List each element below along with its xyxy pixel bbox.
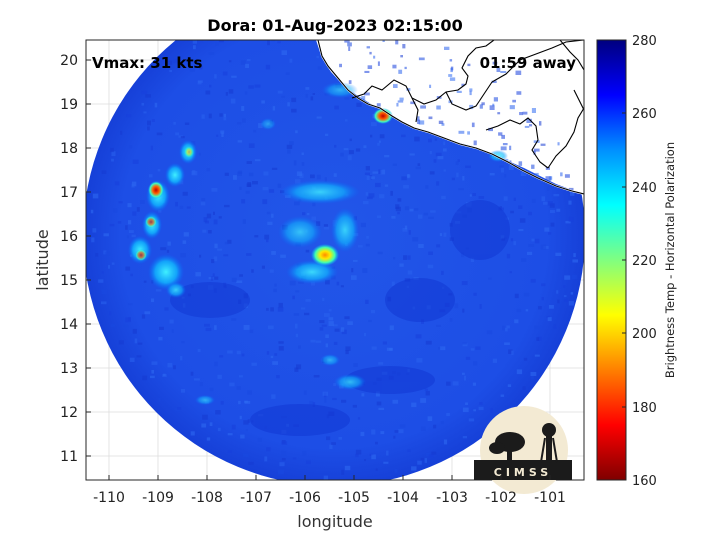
x-tick-label: -105: [338, 490, 370, 506]
x-tick-label: -108: [191, 490, 223, 506]
y-axis: 11 12 13 14 15 16 17 18 19 20 latitude: [33, 53, 91, 465]
y-tick-label: 19: [60, 97, 78, 113]
intense-convection: [135, 108, 393, 266]
y-tick-label: 14: [60, 317, 78, 333]
y-tick-label: 16: [60, 229, 78, 245]
land-area: [316, 40, 584, 194]
colorbar-tick-label: 180: [632, 401, 657, 416]
y-tick-label: 12: [60, 405, 78, 421]
colorbar: 280 260 240 220 200 180 160 Brightness T…: [596, 34, 677, 489]
x-tick-label: -102: [485, 490, 517, 506]
y-tick-label: 18: [60, 141, 78, 157]
x-axis: -110 -109 -108 -107 -106 -105 -104 -103 …: [93, 475, 566, 531]
colorbar-tick-label: 200: [632, 327, 657, 342]
x-tick-label: -106: [289, 490, 321, 506]
colorbar-tick-label: 260: [632, 107, 657, 122]
y-tick-label: 20: [60, 53, 78, 69]
map-title: Dora: 01-Aug-2023 02:15:00: [207, 16, 462, 35]
x-tick-label: -103: [436, 490, 468, 506]
country-borders: [317, 40, 584, 195]
cimss-logo-text: CIMSS: [494, 466, 552, 479]
time-offset-label: 01:59 away: [480, 54, 577, 72]
vmax-label: Vmax: 31 kts: [92, 54, 202, 72]
y-tick-label: 15: [60, 273, 78, 289]
plot-area: Vmax: 31 kts 01:59 away CIMSS: [85, 39, 585, 494]
colorbar-tick-label: 280: [632, 34, 657, 49]
convection-bands: [128, 82, 508, 405]
y-tick-label: 17: [60, 185, 78, 201]
y-tick-label: 13: [60, 361, 78, 377]
colorbar-tick-label: 220: [632, 254, 657, 269]
y-axis-label: latitude: [33, 229, 52, 290]
y-tick-label: 11: [60, 449, 78, 465]
x-tick-label: -107: [240, 490, 272, 506]
x-tick-label: -104: [387, 490, 419, 506]
x-tick-label: -110: [93, 490, 125, 506]
darker-patches: [170, 200, 510, 436]
x-axis-label: longitude: [297, 512, 372, 531]
colorbar-tick-label: 240: [632, 181, 657, 196]
colorbar-tick-label: 160: [632, 474, 657, 489]
x-tick-label: -109: [142, 490, 174, 506]
x-tick-label: -101: [534, 490, 566, 506]
cimss-logo: CIMSS: [474, 406, 572, 494]
colorbar-label: Brightness Temp - Horizontal Polarizatio…: [663, 142, 677, 378]
